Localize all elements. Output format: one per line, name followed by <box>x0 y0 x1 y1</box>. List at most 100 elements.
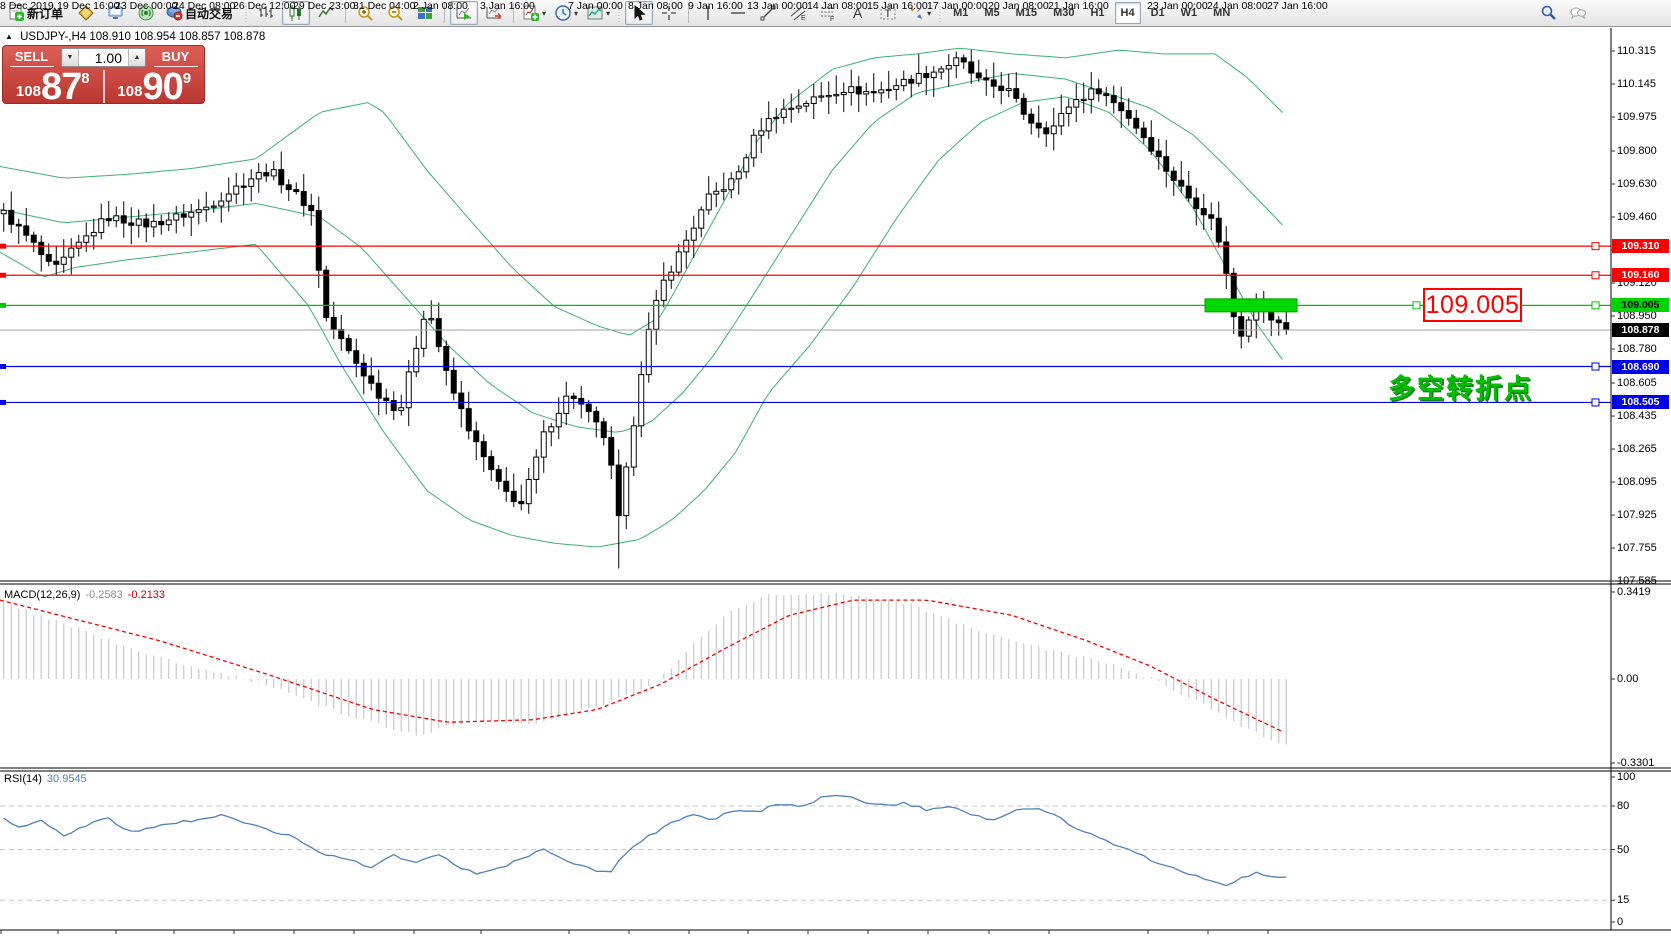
line-anchor-marker[interactable] <box>1591 271 1600 280</box>
candle-body <box>975 72 982 79</box>
candle-body <box>60 256 67 265</box>
zoom-in-button[interactable] <box>351 1 379 25</box>
rsi-axis-label: 50 <box>1617 843 1630 856</box>
macd-signal-value: -0.2133 <box>127 589 166 601</box>
timeframe-h4[interactable]: H4 <box>1114 2 1141 24</box>
line-anchor-marker[interactable] <box>1591 398 1600 407</box>
candle-body <box>83 235 90 243</box>
collapse-triangle-icon[interactable]: ▲ <box>5 32 13 41</box>
toolbar-grip <box>617 3 622 23</box>
macd-label: MACD(12,26,9) -0.2583 -0.2133 <box>4 589 165 601</box>
svg-text:F: F <box>830 16 834 22</box>
terminal-button[interactable] <box>102 1 130 25</box>
one-click-trading-panel: SELL ▼ 1.00 ▲ BUY 108 87 8 108 90 9 <box>2 45 205 104</box>
volume-increase-button[interactable]: ▲ <box>128 49 145 66</box>
candle-body <box>878 89 885 94</box>
buy-button[interactable]: BUY <box>147 46 204 69</box>
vertical-line-button[interactable] <box>694 1 722 25</box>
fibonacci-button[interactable]: F <box>814 1 842 25</box>
candle-body <box>698 209 705 229</box>
chat-button[interactable] <box>1564 1 1592 25</box>
candle-body <box>75 241 82 249</box>
signals-button[interactable] <box>132 1 160 25</box>
sell-price[interactable]: 108 87 8 <box>3 68 103 103</box>
volume-decrease-button[interactable]: ▼ <box>62 49 79 66</box>
candle-body <box>173 213 180 221</box>
market-button[interactable] <box>72 1 100 25</box>
time-axis-label: 21 Jan 16:00 <box>1048 0 1109 12</box>
sell-button[interactable]: SELL <box>3 46 60 69</box>
candlestick-chart-button[interactable] <box>282 1 311 25</box>
search-button[interactable] <box>1534 1 1562 25</box>
auto-scroll-button[interactable] <box>450 1 479 25</box>
timeframe-m5[interactable]: M5 <box>984 7 1000 19</box>
line-anchor-marker[interactable] <box>1591 242 1600 251</box>
turning-point-annotation[interactable]: 多空转折点 <box>1388 374 1533 404</box>
timeframe-m30[interactable]: M30 <box>1053 7 1075 19</box>
equidistant-channel-button[interactable]: E <box>784 1 812 25</box>
templates-icon <box>587 6 603 20</box>
timeframe-mn[interactable]: MN <box>1213 7 1231 19</box>
new-order-button[interactable]: 新订单 <box>4 1 70 25</box>
bar-chart-button[interactable] <box>252 1 280 25</box>
candle-body <box>488 456 495 471</box>
candle-body <box>1140 127 1147 139</box>
candle-body <box>1245 319 1252 337</box>
price-axis-label: 108.435 <box>1617 410 1657 423</box>
line-anchor-marker[interactable] <box>1412 301 1421 310</box>
candle-body <box>248 178 255 187</box>
line-chart-button[interactable] <box>312 1 340 25</box>
time-axis-label: 19 Dec 16:00 <box>57 0 120 12</box>
auto-trading-button[interactable]: 自动交易 <box>162 1 240 25</box>
candle-body <box>233 185 240 195</box>
periods-button[interactable]: ▾ <box>551 1 581 25</box>
crosshair-button[interactable] <box>655 1 683 25</box>
timeframe-h1[interactable]: H1 <box>1090 7 1105 19</box>
templates-button[interactable]: ▾ <box>583 1 613 25</box>
candle-body <box>1043 127 1050 135</box>
price-callout-box[interactable]: 109.005 <box>1423 288 1522 322</box>
chevron-down-icon: ▾ <box>606 8 611 18</box>
timeframe-w1[interactable]: W1 <box>1180 7 1198 19</box>
line-anchor-marker[interactable] <box>1591 362 1600 371</box>
time-axis-label: 14 Jan 08:00 <box>807 0 868 12</box>
candle-body <box>1155 150 1162 158</box>
candle-body <box>893 85 900 90</box>
candle-body <box>218 200 225 207</box>
arrows-button[interactable]: ▾ <box>904 1 934 25</box>
svg-text:E: E <box>801 15 806 22</box>
trendline-button[interactable] <box>754 1 782 25</box>
candle-body <box>990 79 997 87</box>
line-end-marker <box>0 364 6 370</box>
chart-shift-button[interactable] <box>480 1 508 25</box>
tile-windows-button[interactable] <box>411 1 439 25</box>
buy-price[interactable]: 108 90 9 <box>105 68 205 103</box>
candle-body <box>930 71 937 79</box>
candle-body <box>1283 322 1290 331</box>
new-order-icon <box>9 4 24 21</box>
candle-body <box>1073 99 1080 108</box>
text-label-button[interactable]: T <box>874 1 902 25</box>
text-button[interactable]: A <box>844 1 872 25</box>
candle-body <box>1065 106 1072 115</box>
time-axis-label: 15 Jan 16:00 <box>867 0 928 12</box>
volume-input[interactable]: 1.00 <box>94 49 122 66</box>
timeframe-m15[interactable]: M15 <box>1015 7 1038 19</box>
line-anchor-marker[interactable] <box>1591 301 1600 310</box>
horizontal-line-button[interactable] <box>724 1 752 25</box>
candle-body <box>1193 197 1200 210</box>
timeframe-d1[interactable]: D1 <box>1150 7 1165 19</box>
highlight-rectangle[interactable] <box>1204 298 1298 313</box>
main-panel[interactable] <box>0 47 1290 569</box>
zoom-out-button[interactable] <box>381 1 409 25</box>
candle-body <box>615 464 622 517</box>
cursor-button[interactable] <box>625 1 654 25</box>
candle-body <box>953 57 960 67</box>
candle-body <box>630 425 637 468</box>
timeframe-m1[interactable]: M1 <box>953 7 969 19</box>
indicators-button[interactable]: ▾ <box>519 1 549 25</box>
rsi-panel[interactable] <box>0 794 1611 901</box>
macd-panel[interactable] <box>0 592 1287 745</box>
terminal-icon <box>108 6 123 19</box>
